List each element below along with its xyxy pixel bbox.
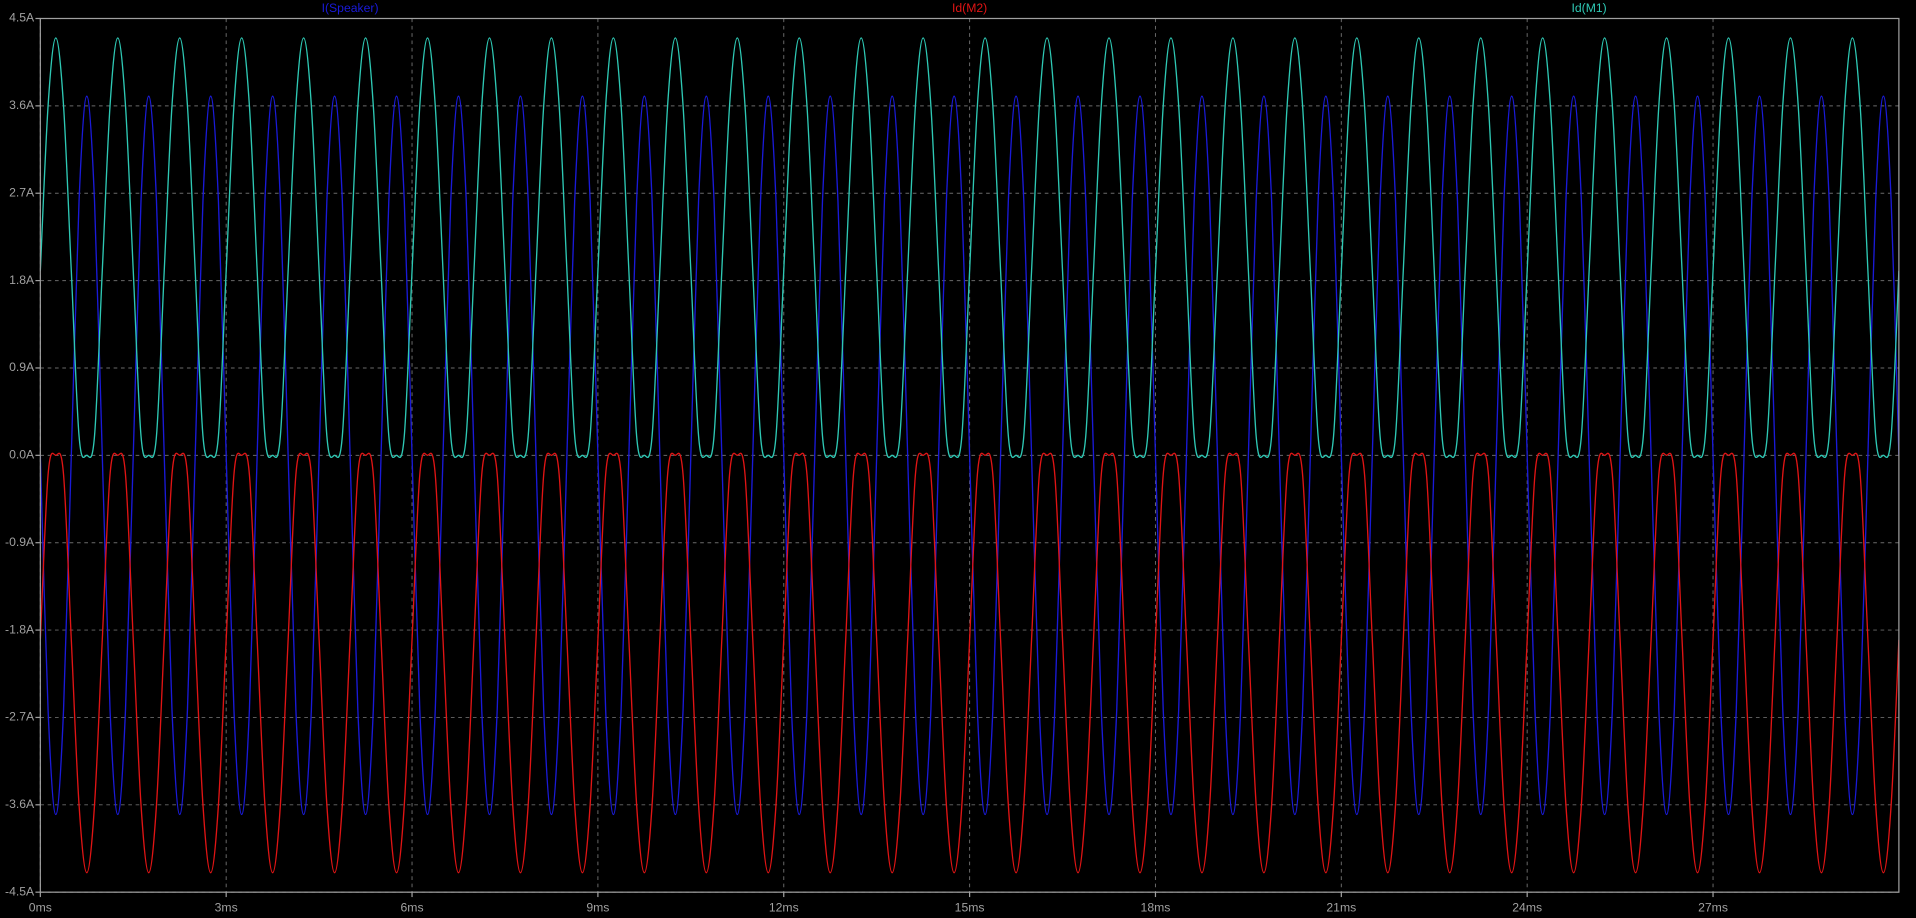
x-tick-label: 15ms <box>955 900 985 914</box>
x-tick-label: 27ms <box>1698 900 1728 914</box>
y-tick-label: 2.7A <box>9 185 35 199</box>
legend-entry: Id(M2) <box>952 1 987 15</box>
y-tick-label: 1.8A <box>9 273 35 287</box>
legend-entry: Id(M1) <box>1571 1 1606 15</box>
waveform <box>40 452 1899 874</box>
waveform <box>40 95 1899 816</box>
x-tick-label: 0ms <box>29 900 52 914</box>
legend-entry: I(Speaker) <box>322 1 379 15</box>
x-tick-label: 6ms <box>401 900 424 914</box>
waveform <box>40 37 1899 458</box>
y-tick-label: 0.9A <box>9 360 35 374</box>
y-tick-label: -3.6A <box>5 797 35 811</box>
x-tick-label: 9ms <box>586 900 609 914</box>
x-tick-label: 12ms <box>769 900 799 914</box>
x-tick-label: 24ms <box>1512 900 1542 914</box>
y-tick-label: 0.0A <box>9 448 35 462</box>
y-tick-label: -4.5A <box>5 884 35 898</box>
plot-frame <box>39 17 1900 893</box>
y-tick-label: -1.8A <box>5 622 35 636</box>
y-tick-label: -0.9A <box>5 535 35 549</box>
y-tick-label: 4.5A <box>9 11 35 25</box>
y-tick-label: 3.6A <box>9 98 35 112</box>
y-tick-label: -2.7A <box>5 710 35 724</box>
x-tick-label: 3ms <box>215 900 238 914</box>
x-tick-label: 18ms <box>1141 900 1171 914</box>
x-tick-label: 21ms <box>1326 900 1356 914</box>
